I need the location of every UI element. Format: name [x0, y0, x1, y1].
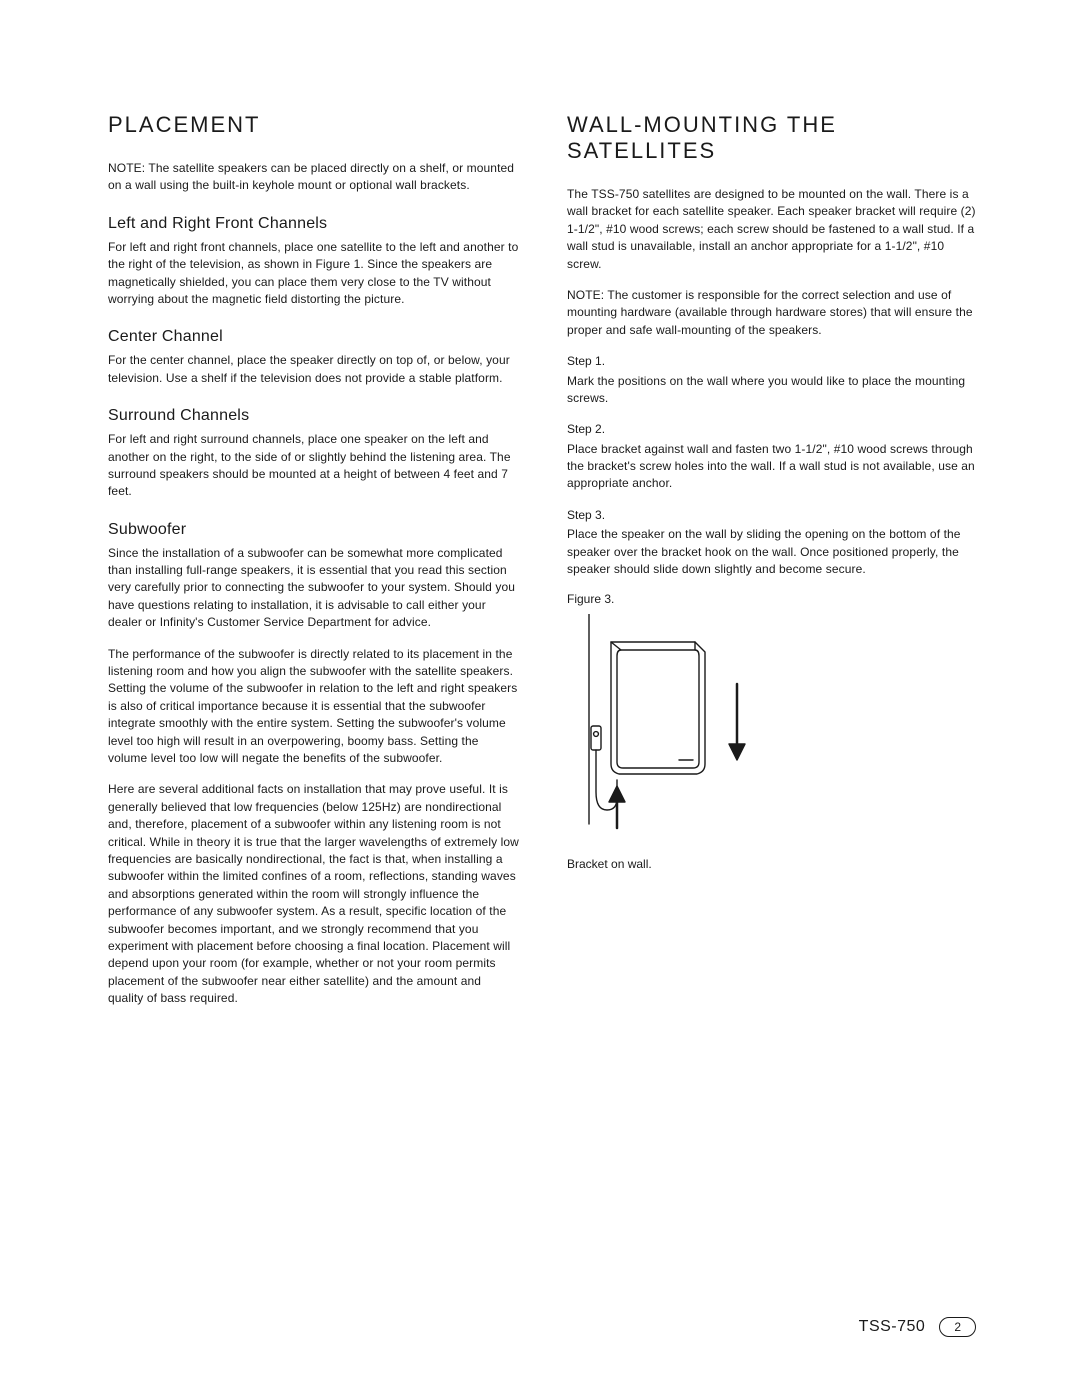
figure-label: Figure 3. [567, 592, 978, 606]
step-body: Place bracket against wall and fasten tw… [567, 441, 978, 493]
section-para: For left and right surround channels, pl… [108, 431, 519, 501]
step-label: Step 2. [567, 421, 978, 438]
placement-note: NOTE: The satellite speakers can be plac… [108, 160, 519, 195]
section-para: Here are several additional facts on ins… [108, 781, 519, 1007]
section-heading-subwoofer: Subwoofer [108, 521, 519, 539]
section-para: For the center channel, place the speake… [108, 352, 519, 387]
page-footer: TSS-750 2 [859, 1317, 976, 1337]
section-heading-surround: Surround Channels [108, 407, 519, 425]
section-heading-lr: Left and Right Front Channels [108, 215, 519, 233]
wallmount-intro: The TSS-750 satellites are designed to b… [567, 186, 978, 273]
footer-product: TSS-750 [859, 1318, 926, 1336]
placement-title: PLACEMENT [108, 112, 519, 138]
wallmount-note: NOTE: The customer is responsible for th… [567, 287, 978, 339]
step-label: Step 1. [567, 353, 978, 370]
section-para: For left and right front channels, place… [108, 239, 519, 309]
section-para: The performance of the subwoofer is dire… [108, 646, 519, 768]
step-body: Mark the positions on the wall where you… [567, 373, 978, 408]
figure-3 [567, 614, 978, 849]
section-para: Since the installation of a subwoofer ca… [108, 545, 519, 632]
right-column: WALL-MOUNTING THE SATELLITES The TSS-750… [567, 112, 978, 1021]
speaker-bracket-diagram [567, 614, 767, 844]
figure-caption: Bracket on wall. [567, 857, 978, 871]
left-column: PLACEMENT NOTE: The satellite speakers c… [108, 112, 519, 1021]
wallmount-title: WALL-MOUNTING THE SATELLITES [567, 112, 978, 164]
page-number: 2 [939, 1317, 976, 1337]
step-body: Place the speaker on the wall by sliding… [567, 526, 978, 578]
page-content: PLACEMENT NOTE: The satellite speakers c… [108, 112, 978, 1021]
section-heading-center: Center Channel [108, 328, 519, 346]
step-label: Step 3. [567, 507, 978, 524]
